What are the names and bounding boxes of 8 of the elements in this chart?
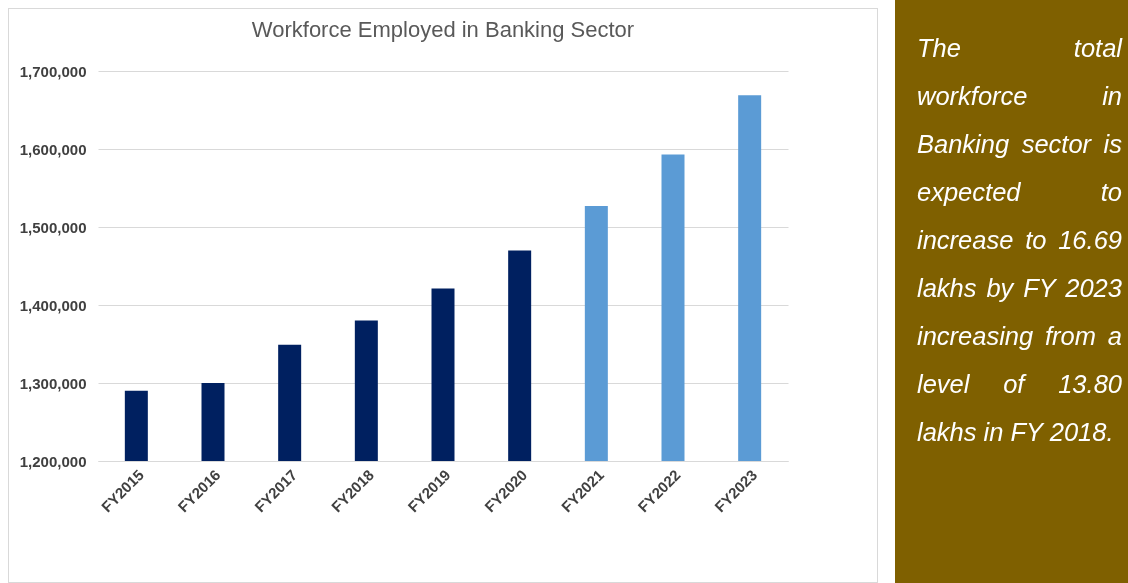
y-tick-label: 1,700,000	[19, 62, 87, 80]
y-tick-label: 1,400,000	[19, 296, 87, 314]
text: The total workforce in Banking sector is expected to increase to 16.69 lakhs by FY 2023 increasing from a level of 13.80 lakhs in FY 2018.	[917, 34, 1122, 446]
y-tick-label: 1,200,000	[19, 452, 87, 470]
y-tick-label: 1,600,000	[19, 140, 87, 158]
y-tick-label: 1,500,000	[19, 218, 87, 236]
y-tick-label: 1,300,000	[19, 374, 87, 392]
chart-title: Workforce Employed in Banking Sector	[251, 17, 635, 42]
